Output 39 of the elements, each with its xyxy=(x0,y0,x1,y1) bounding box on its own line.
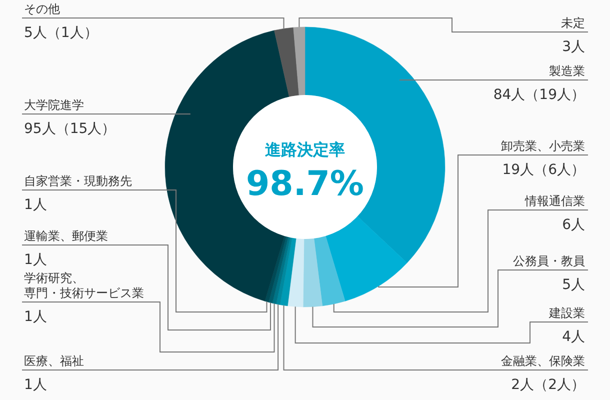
slice-label: 大学院進学 xyxy=(24,98,84,112)
data-label: 1人 xyxy=(24,309,47,325)
slice-label: 自家営業・現動務先 xyxy=(24,174,132,188)
slice-label: その他 xyxy=(24,2,60,16)
donut-slice xyxy=(293,26,306,96)
data-label: 1人 xyxy=(24,197,47,213)
slice-label: 公務員・教員 xyxy=(513,254,585,268)
slice-label: 医療、福祉 xyxy=(24,354,84,368)
donut-slice xyxy=(274,27,300,97)
data-label: 84人（19人） xyxy=(493,87,585,103)
data-label: 1人 xyxy=(24,377,47,393)
donut-slice xyxy=(272,236,290,304)
slice-label: 情報通信業 xyxy=(524,194,585,208)
data-label: 1人 xyxy=(24,252,47,268)
slice-label: 卸売業、小売業 xyxy=(501,139,585,153)
data-label: 95人（15人） xyxy=(24,121,116,137)
data-label: 3人 xyxy=(562,39,585,55)
data-label: 5人 xyxy=(562,277,585,293)
slice-label: 金融業、保険業 xyxy=(501,354,585,368)
data-label: 5人（1人） xyxy=(24,25,98,41)
donut-slice xyxy=(302,238,323,308)
data-label: 6人 xyxy=(562,217,585,233)
slice-label: 運輸業、郵便業 xyxy=(24,229,108,243)
donut-slice xyxy=(287,238,304,308)
slice-label: 未定 xyxy=(561,16,585,30)
donut-slice xyxy=(276,237,292,305)
donut-slice xyxy=(268,236,288,304)
data-label: 2人（2人） xyxy=(511,377,585,393)
text: 98.7% xyxy=(246,164,364,204)
donut-slice xyxy=(264,236,286,302)
data-label: 4人 xyxy=(562,329,585,345)
donut-slice xyxy=(314,236,346,306)
slice-label: 製造業 xyxy=(549,64,585,78)
text: 進路決定率 xyxy=(264,140,345,159)
data-label: 19人（6人） xyxy=(502,162,585,178)
slice-label: 学術研究、専門・技術サービス業 xyxy=(24,271,144,300)
donut-slice xyxy=(325,216,408,302)
slice-label: 建設業 xyxy=(548,306,585,320)
donut-slice xyxy=(280,238,296,306)
